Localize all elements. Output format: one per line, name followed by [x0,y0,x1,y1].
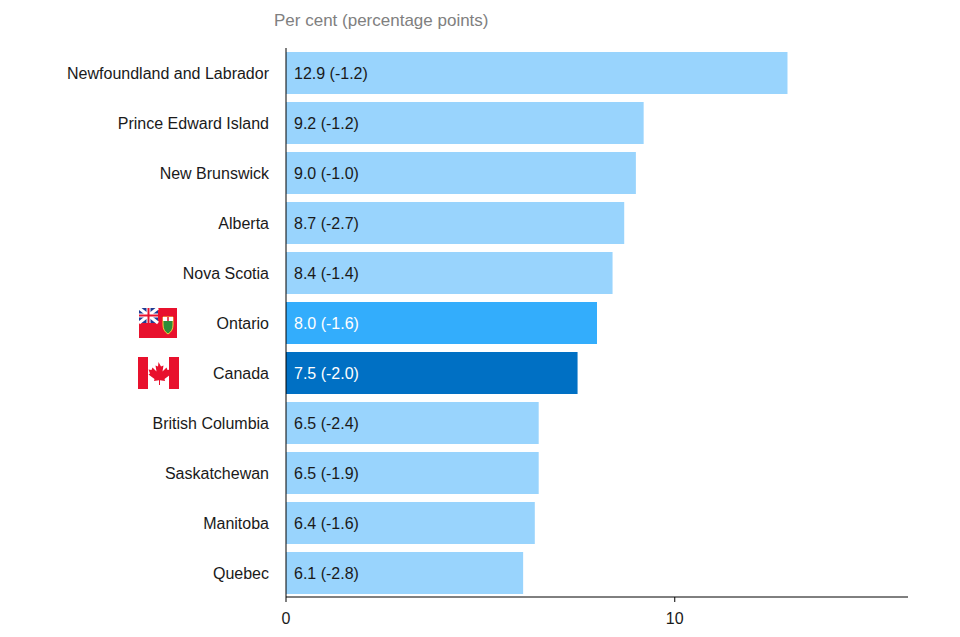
data-label: 8.4 (-1.4) [294,265,359,282]
flag-icon [138,357,179,389]
chart-svg: Per cent (percentage points) 12.9 (-1.2) 9… [0,0,960,637]
bar [286,52,787,94]
tick-label: 10 [666,610,684,627]
category-label: Saskatchewan [165,465,269,482]
data-label: 9.0 (-1.0) [294,165,359,182]
tick-mark [286,597,287,602]
tick-mark [674,597,675,602]
axis-line [286,48,287,597]
category-label: Ontario [217,315,270,332]
data-label: 6.5 (-2.4) [294,415,359,432]
data-label: 8.7 (-2.7) [294,215,359,232]
bar [286,102,644,144]
category-label: Manitoba [203,515,269,532]
category-label: Prince Edward Island [118,115,269,132]
data-label: 6.5 (-1.9) [294,465,359,482]
category-label: Canada [213,365,269,382]
axis-line [286,597,908,598]
tick-label: 0 [282,610,291,627]
category-label: Alberta [218,215,269,232]
data-label: 6.1 (-2.8) [294,565,359,582]
bar [286,452,539,494]
bar [286,502,535,544]
data-label: 12.9 (-1.2) [294,65,368,82]
flag-icon [139,308,177,338]
bar [286,252,613,294]
data-label: 6.4 (-1.6) [294,515,359,532]
bar [286,302,597,344]
category-label: Nova Scotia [183,265,269,282]
data-label: 8.0 (-1.6) [294,315,359,332]
bar [286,202,624,244]
data-label: 7.5 (-2.0) [294,365,359,382]
bar [286,152,636,194]
category-label: British Columbia [153,415,270,432]
axis-title: Per cent (percentage points) [274,11,489,30]
data-label: 9.2 (-1.2) [294,115,359,132]
bar [286,402,539,444]
bars [286,52,787,594]
bar [286,552,523,594]
category-label: Quebec [213,565,269,582]
category-label: New Brunswick [160,165,270,182]
chart-container: Per cent (percentage points) 12.9 (-1.2) 9… [0,0,960,637]
bar [286,352,578,394]
category-label: Newfoundland and Labrador [67,65,270,82]
